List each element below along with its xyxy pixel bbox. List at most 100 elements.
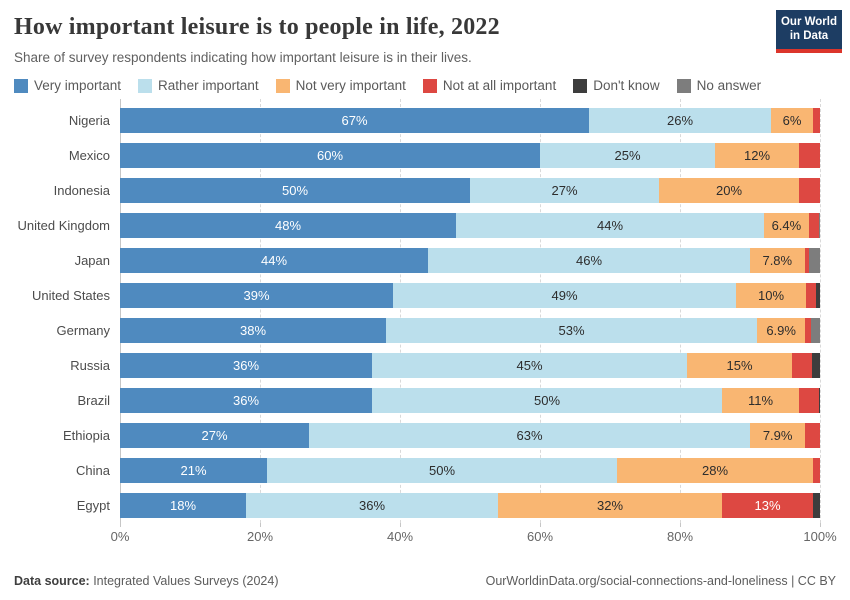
bar-segment-very-important[interactable]: 36% <box>120 353 372 378</box>
bar-segment-not-at-all-important[interactable] <box>799 143 820 168</box>
header: How important leisure is to people in li… <box>0 0 850 65</box>
bar-segment-very-important[interactable]: 39% <box>120 283 393 308</box>
bar-segment-rather-important[interactable]: 25% <box>540 143 715 168</box>
bar-segment-not-at-all-important[interactable] <box>813 108 820 133</box>
bar-segment-not-at-all-important[interactable] <box>804 248 810 273</box>
country-label-ethiopia[interactable]: Ethiopia <box>63 428 110 443</box>
bar-segment-not-very-important[interactable]: 6% <box>771 108 813 133</box>
legend-item-0[interactable]: Very important <box>14 78 121 93</box>
bar-segment-not-very-important[interactable]: 12% <box>715 143 799 168</box>
bar-segment-very-important[interactable]: 50% <box>120 178 470 203</box>
bar-segment-very-important[interactable]: 21% <box>120 458 267 483</box>
bar-segment-very-important[interactable]: 48% <box>120 213 456 238</box>
country-label-brazil[interactable]: Brazil <box>77 393 110 408</box>
legend: Very important Rather important Not very i… <box>0 78 850 93</box>
bar-segment-don-t-know[interactable] <box>818 388 820 413</box>
bar-segment-rather-important[interactable]: 46% <box>428 248 750 273</box>
bar-segment-no-answer[interactable] <box>809 248 820 273</box>
table-row: Russia 36% 45% 15% <box>14 348 820 383</box>
country-label-russia[interactable]: Russia <box>70 358 110 373</box>
bar-segment-not-at-all-important[interactable] <box>805 318 811 343</box>
bar-segment-not-at-all-important[interactable] <box>792 353 812 378</box>
bar-segment-very-important[interactable]: 27% <box>120 423 309 448</box>
bar-segment-very-important[interactable]: 18% <box>120 493 246 518</box>
bar-track: 36% 45% 15% <box>120 353 820 378</box>
bar-segment-not-very-important[interactable]: 6.9% <box>757 318 806 343</box>
bar-segment-rather-important[interactable]: 26% <box>589 108 771 133</box>
legend-item-3[interactable]: Not at all important <box>422 78 556 93</box>
bar-segment-very-important[interactable]: 44% <box>120 248 428 273</box>
segment-value-label: 11% <box>747 393 774 408</box>
bar-segment-very-important[interactable]: 67% <box>120 108 589 133</box>
country-label-united-states[interactable]: United States <box>31 288 110 303</box>
segment-value-label: 27% <box>201 428 228 443</box>
bar-segment-not-very-important[interactable]: 6.4% <box>764 213 809 238</box>
bar-segment-rather-important[interactable]: 50% <box>372 388 722 413</box>
legend-item-2[interactable]: Not very important <box>275 78 406 93</box>
plot-area: Nigeria 67% 26% 6% Mexico 60% 25% 12% Indonesia 5… <box>14 99 821 523</box>
bar-segment-rather-important[interactable]: 44% <box>456 213 764 238</box>
bar-segment-not-very-important[interactable]: 7.9% <box>750 423 806 448</box>
country-label-mexico[interactable]: Mexico <box>68 148 110 163</box>
table-row: Ethiopia 27% 63% 7.9% <box>14 418 820 453</box>
bar-segment-not-at-all-important[interactable] <box>799 178 820 203</box>
bar-segment-not-at-all-important[interactable]: 13% <box>722 493 813 518</box>
bar-segment-not-at-all-important[interactable] <box>805 423 820 448</box>
footer-link[interactable]: OurWorldinData.org/social-connections-an… <box>485 574 836 588</box>
bar-segment-don-t-know[interactable] <box>811 353 820 378</box>
segment-value-label: 45% <box>516 358 543 373</box>
bar-segment-not-at-all-important[interactable] <box>808 213 819 238</box>
bar-segment-not-very-important[interactable]: 28% <box>617 458 813 483</box>
bar-segment-not-at-all-important[interactable] <box>806 283 816 308</box>
owid-logo-line1: Our World <box>780 16 837 28</box>
bar-segment-rather-important[interactable]: 53% <box>386 318 757 343</box>
bar-segment-not-very-important[interactable]: 7.8% <box>750 248 805 273</box>
bar-segment-rather-important[interactable]: 27% <box>470 178 659 203</box>
segment-value-label: 50% <box>428 463 456 478</box>
bar-segment-rather-important[interactable]: 49% <box>393 283 736 308</box>
country-label-china[interactable]: China <box>76 463 110 478</box>
segment-value-label: 13% <box>754 498 781 513</box>
bar-track: 67% 26% 6% <box>120 108 820 133</box>
bar-segment-very-important[interactable]: 36% <box>120 388 372 413</box>
bar-segment-very-important[interactable]: 60% <box>120 143 540 168</box>
legend-item-5[interactable]: No answer <box>676 78 761 93</box>
country-label-indonesia[interactable]: Indonesia <box>53 183 110 198</box>
country-label-germany[interactable]: Germany <box>56 323 110 338</box>
owid-logo-line2: in Data <box>789 30 829 43</box>
segment-value-label: 21% <box>180 463 207 478</box>
bar-segment-not-very-important[interactable]: 15% <box>687 353 792 378</box>
legend-item-4[interactable]: Don't know <box>573 78 660 93</box>
country-label-japan[interactable]: Japan <box>74 253 110 268</box>
footer-datasource: Data source: Integrated Values Surveys (… <box>14 574 279 588</box>
table-row: Germany 38% 53% 6.9% <box>14 313 820 348</box>
bar-segment-rather-important[interactable]: 36% <box>246 493 498 518</box>
bar-segment-no-answer[interactable] <box>818 213 820 238</box>
table-row: United States 39% 49% 10% <box>14 278 820 313</box>
bar-segment-not-very-important[interactable]: 11% <box>722 388 799 413</box>
country-label-nigeria[interactable]: Nigeria <box>68 113 110 128</box>
gridline-60 <box>540 99 541 523</box>
axis-tick-label-60: 60% <box>526 529 554 544</box>
bar-track: 60% 25% 12% <box>120 143 820 168</box>
bar-segment-don-t-know[interactable] <box>815 283 820 308</box>
country-label-united-kingdom[interactable]: United Kingdom <box>17 218 111 233</box>
bar-segment-not-very-important[interactable]: 20% <box>659 178 799 203</box>
bar-segment-not-at-all-important[interactable] <box>813 458 820 483</box>
bar-segment-rather-important[interactable]: 45% <box>372 353 687 378</box>
bar-segment-rather-important[interactable]: 63% <box>309 423 750 448</box>
legend-item-1[interactable]: Rather important <box>138 78 259 93</box>
bar-track: 38% 53% 6.9% <box>120 318 820 343</box>
axis-tick-label-100: 100% <box>803 529 837 544</box>
segment-value-label: 46% <box>575 253 603 268</box>
bar-segment-not-very-important[interactable]: 32% <box>498 493 722 518</box>
bar-segment-no-answer[interactable] <box>810 318 820 343</box>
bar-segment-don-t-know[interactable] <box>813 493 820 518</box>
bar-segment-not-at-all-important[interactable] <box>799 388 819 413</box>
bar-segment-very-important[interactable]: 38% <box>120 318 386 343</box>
bar-segment-rather-important[interactable]: 50% <box>267 458 617 483</box>
owid-logo: Our World in Data <box>776 10 842 53</box>
country-label-egypt[interactable]: Egypt <box>76 498 110 513</box>
bar-segment-not-very-important[interactable]: 10% <box>736 283 806 308</box>
legend-label: Rather important <box>158 78 259 93</box>
